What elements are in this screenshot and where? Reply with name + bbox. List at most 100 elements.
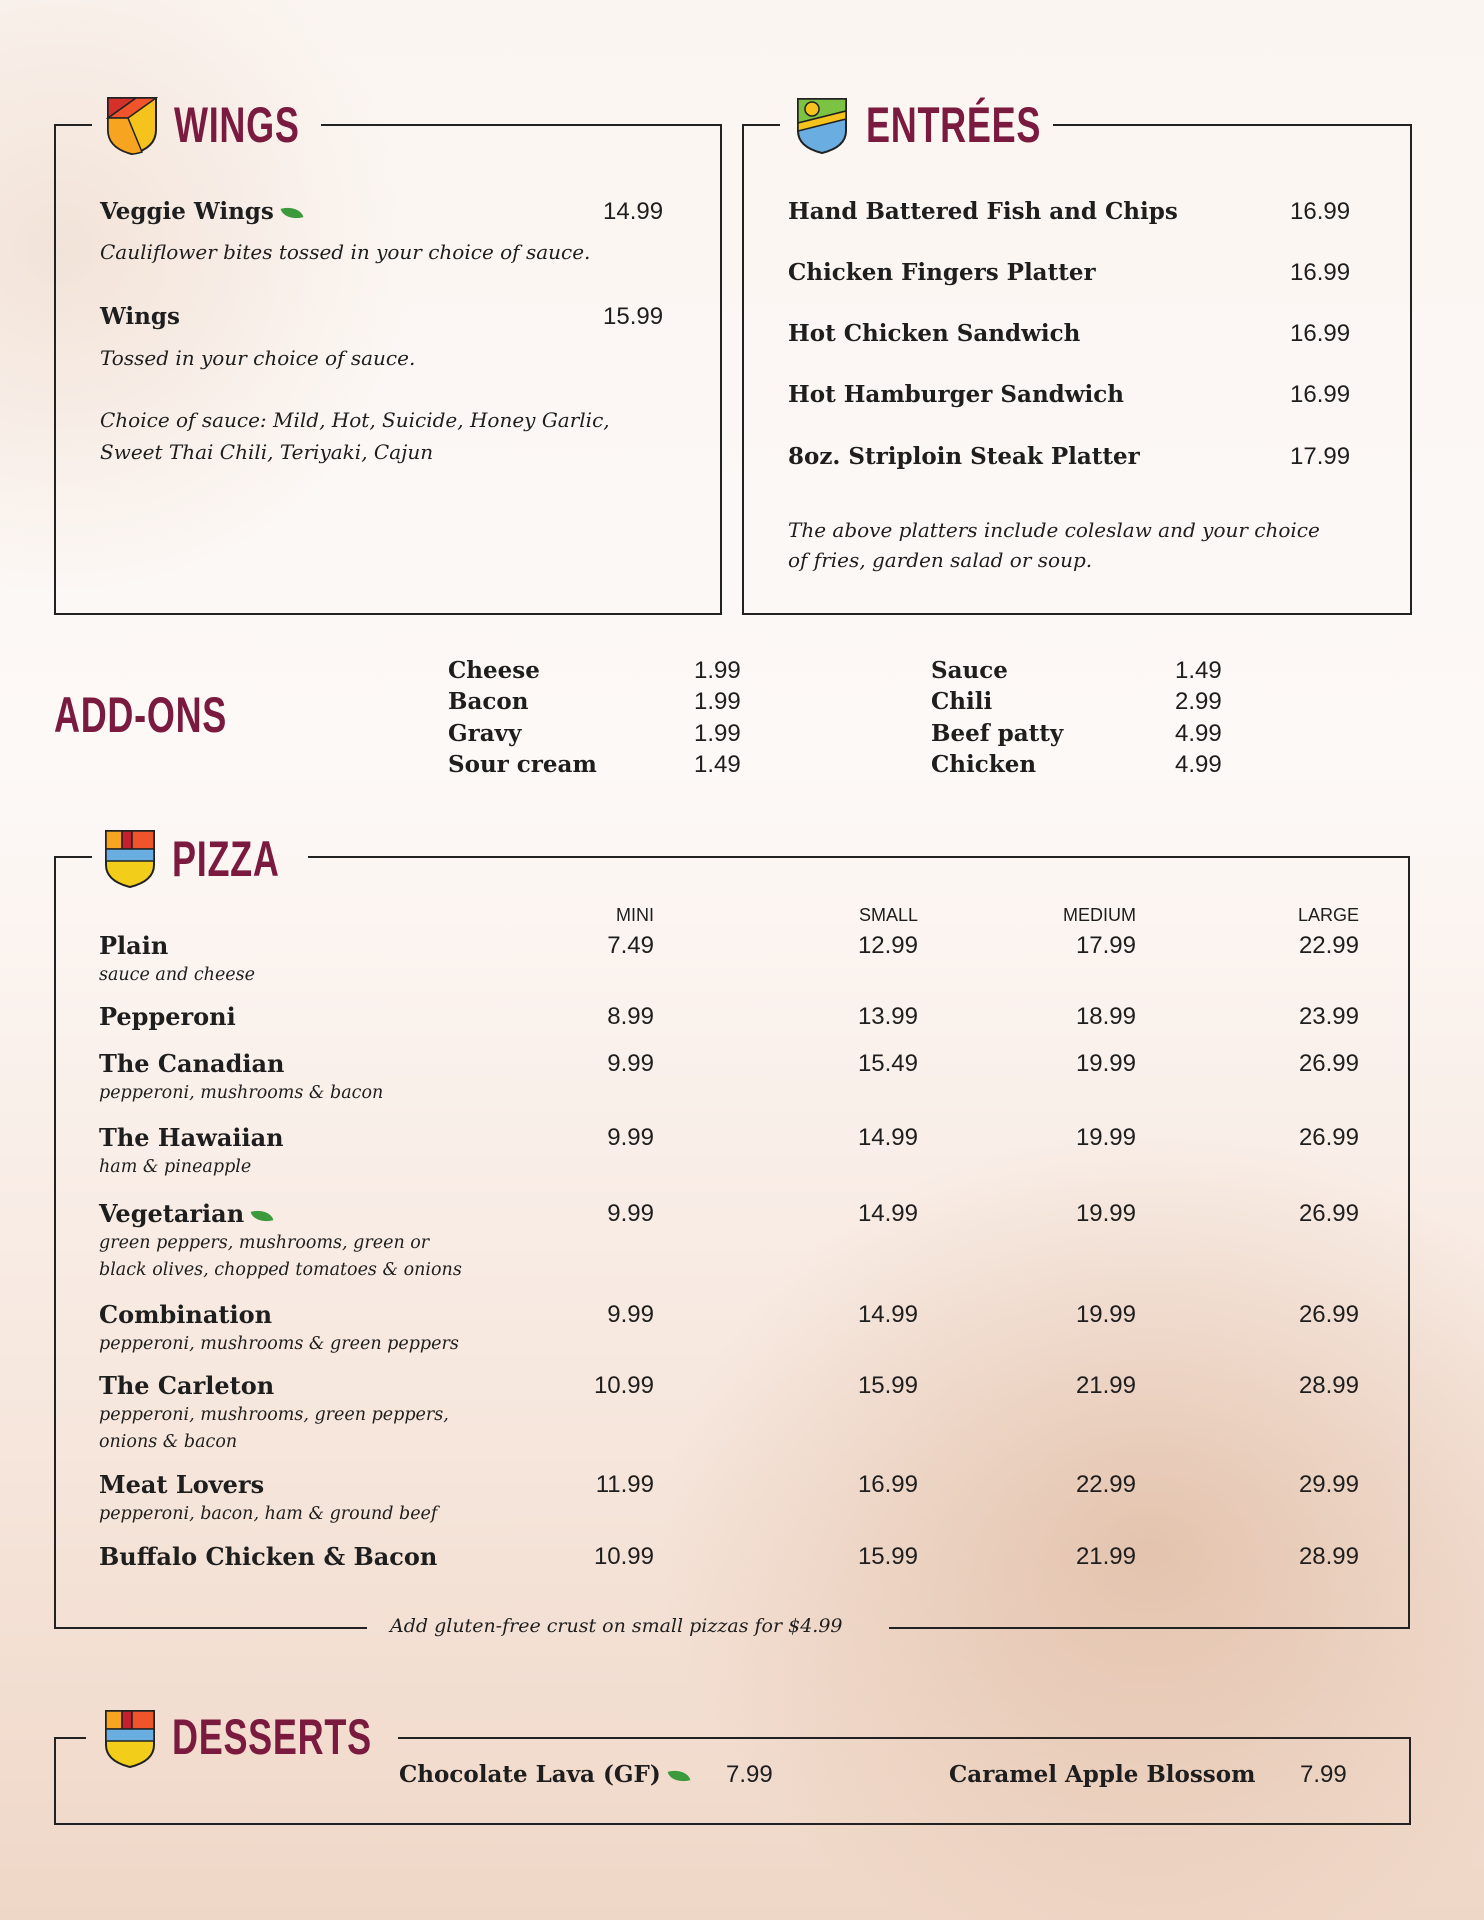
- item-price: 15.99: [857, 1372, 918, 1399]
- item-name-text: Veggie Wings: [100, 198, 274, 225]
- pizza-title: PIZZA: [172, 831, 280, 887]
- addon-name: Sour cream: [448, 751, 597, 778]
- wings-border-top-right: [321, 124, 722, 126]
- desserts-border-top-right: [398, 1737, 1411, 1739]
- item-price: 14.99: [603, 198, 664, 225]
- item-price: 16.99: [857, 1471, 918, 1498]
- addon-price: 2.99: [1175, 688, 1222, 715]
- item-price: 28.99: [1298, 1543, 1359, 1570]
- item-description: Cauliflower bites tossed in your choice …: [100, 240, 591, 264]
- addon-name: Sauce: [931, 657, 1008, 684]
- addons-title: ADD-ONS: [54, 687, 228, 743]
- item-price: 19.99: [1075, 1301, 1136, 1328]
- item-price: 29.99: [1298, 1471, 1359, 1498]
- item-price: 17.99: [1075, 932, 1136, 959]
- item-price: 9.99: [607, 1301, 654, 1328]
- item-price: 26.99: [1298, 1301, 1359, 1328]
- item-price: 13.99: [857, 1003, 918, 1030]
- sauce-note: Sweet Thai Chili, Teriyaki, Cajun: [100, 440, 434, 464]
- item-name: Chocolate Lava (GF): [399, 1761, 691, 1789]
- item-price: 10.99: [593, 1543, 654, 1570]
- item-description: pepperoni, bacon, ham & ground beef: [99, 1504, 438, 1524]
- item-name-text: Pepperoni: [99, 1002, 236, 1031]
- entrees-border-left: [742, 124, 744, 615]
- item-price: 26.99: [1298, 1200, 1359, 1227]
- item-name: Chicken Fingers Platter: [788, 259, 1096, 286]
- wings-border-top-left: [54, 124, 92, 126]
- item-price: 22.99: [1075, 1471, 1136, 1498]
- wings-border-bottom: [54, 613, 722, 615]
- item-name-text: The Canadian: [99, 1049, 285, 1078]
- entrees-note: The above platters include coleslaw and …: [788, 518, 1320, 542]
- item-price: 16.99: [1290, 320, 1351, 347]
- item-description: pepperoni, mushrooms & green peppers: [99, 1334, 459, 1354]
- entrees-note: of fries, garden salad or soup.: [788, 548, 1093, 572]
- pizza-border-top-left: [54, 856, 92, 858]
- item-name-text: Meat Lovers: [99, 1470, 265, 1499]
- item-price: 9.99: [607, 1200, 654, 1227]
- desserts-border-left: [54, 1737, 56, 1825]
- item-price: 16.99: [1290, 259, 1351, 286]
- addon-name: Chicken: [931, 751, 1037, 778]
- item-name-text: Buffalo Chicken & Bacon: [99, 1542, 438, 1571]
- addon-price: 4.99: [1175, 751, 1222, 778]
- item-name: Meat Lovers: [99, 1470, 265, 1500]
- item-price: 14.99: [857, 1200, 918, 1227]
- wings-border-right: [720, 124, 722, 615]
- item-price: 7.49: [607, 932, 654, 959]
- item-name: Pepperoni: [99, 1002, 236, 1032]
- item-description: black olives, chopped tomatoes & onions: [99, 1260, 462, 1280]
- item-description: onions & bacon: [99, 1432, 238, 1452]
- wings-border-left: [54, 124, 56, 615]
- item-name: Wings: [100, 303, 180, 331]
- item-price: 15.49: [857, 1050, 918, 1077]
- addon-name: Beef patty: [931, 720, 1064, 747]
- addon-price: 1.99: [694, 688, 741, 715]
- desserts-border-top-left: [54, 1737, 86, 1739]
- item-name: Veggie Wings: [100, 198, 304, 226]
- item-name: Hot Hamburger Sandwich: [788, 381, 1125, 408]
- item-price: 23.99: [1298, 1003, 1359, 1030]
- item-price: 22.99: [1298, 932, 1359, 959]
- wings-title: WINGS: [174, 97, 300, 153]
- item-price: 10.99: [593, 1372, 654, 1399]
- addon-price: 1.99: [694, 720, 741, 747]
- item-price: 7.99: [726, 1761, 773, 1788]
- item-name-text: The Carleton: [99, 1371, 275, 1400]
- item-name: Hand Battered Fish and Chips: [788, 198, 1178, 225]
- item-price: 16.99: [1290, 381, 1351, 408]
- item-name: 8oz. Striploin Steak Platter: [788, 443, 1140, 470]
- entrees-title: ENTRÉES: [866, 97, 1042, 153]
- addon-name: Chili: [931, 688, 993, 715]
- item-price: 9.99: [607, 1124, 654, 1151]
- desserts-border-bottom: [54, 1823, 1411, 1825]
- shield-sun-icon: [797, 98, 847, 155]
- addon-price: 1.99: [694, 657, 741, 684]
- item-price: 15.99: [857, 1543, 918, 1570]
- addon-price: 4.99: [1175, 720, 1222, 747]
- vegetarian-leaf-icon: [280, 203, 304, 223]
- entrees-border-bottom: [742, 613, 1412, 615]
- item-price: 16.99: [1290, 198, 1351, 225]
- item-name-text: Caramel Apple Blossom: [949, 1761, 1256, 1788]
- item-price: 7.99: [1300, 1761, 1347, 1788]
- item-name-text: Plain: [99, 931, 169, 960]
- item-name: Vegetarian: [99, 1199, 274, 1229]
- item-price: 14.99: [857, 1301, 918, 1328]
- item-description: Tossed in your choice of sauce.: [100, 346, 416, 370]
- pizza-border-left: [54, 856, 56, 1629]
- addon-name: Bacon: [448, 688, 529, 715]
- item-price: 21.99: [1075, 1372, 1136, 1399]
- addon-price: 1.49: [1175, 657, 1222, 684]
- item-price: 9.99: [607, 1050, 654, 1077]
- item-price: 19.99: [1075, 1050, 1136, 1077]
- item-name-text: Vegetarian: [99, 1199, 245, 1228]
- item-price: 18.99: [1075, 1003, 1136, 1030]
- item-price: 11.99: [595, 1471, 654, 1498]
- addon-name: Gravy: [448, 720, 522, 747]
- size-header: LARGE: [1297, 905, 1359, 925]
- item-price: 26.99: [1298, 1050, 1359, 1077]
- item-name: Hot Chicken Sandwich: [788, 320, 1081, 347]
- item-name: The Canadian: [99, 1049, 285, 1079]
- vegetarian-leaf-icon: [250, 1206, 274, 1225]
